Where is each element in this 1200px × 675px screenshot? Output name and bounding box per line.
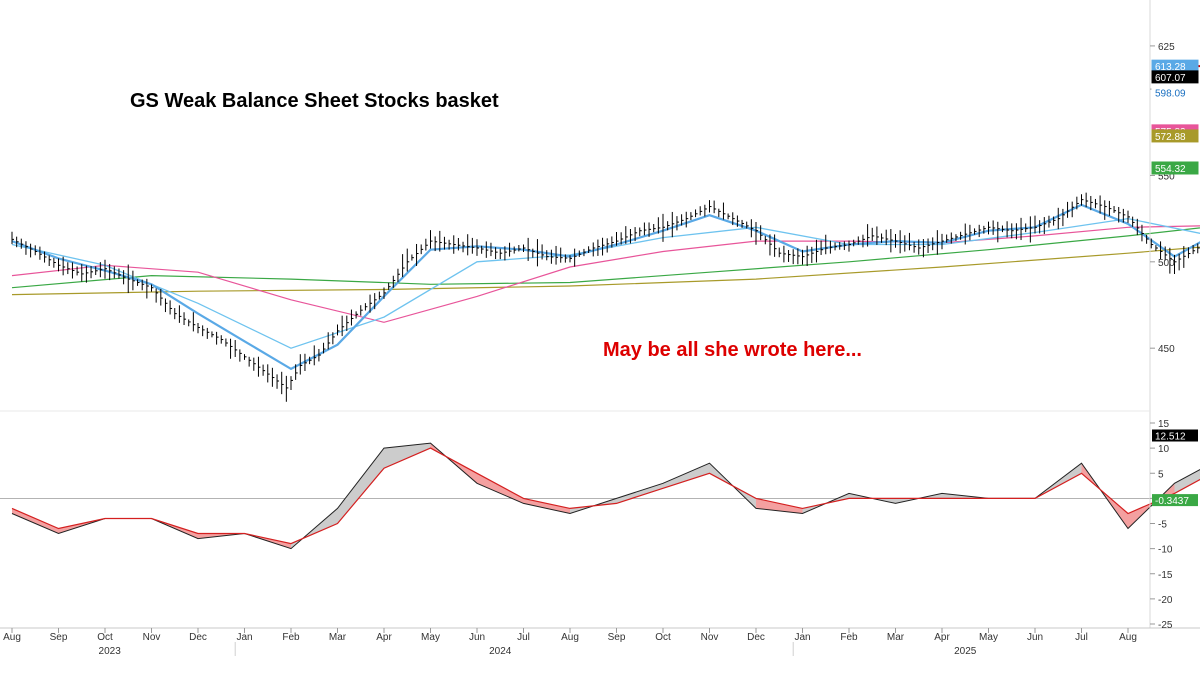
- osc-y-tick-label: -20: [1158, 595, 1173, 606]
- x-month-label: Mar: [329, 632, 347, 643]
- ema-fast-line: [11, 203, 1200, 371]
- x-month-label: Jul: [517, 632, 530, 643]
- price-panel: [11, 65, 1200, 402]
- x-month-label: Aug: [1119, 632, 1137, 643]
- price-y-tick-label: 550: [1158, 171, 1175, 182]
- price-tag-label: 613.28: [1155, 62, 1186, 73]
- x-month-label: Feb: [840, 632, 858, 643]
- x-month-label: Oct: [97, 632, 113, 643]
- x-month-label: Jan: [794, 632, 810, 643]
- axes: 450500550600625151050-5-10-15-20-25AugSe…: [0, 0, 1200, 657]
- price-y-tick-label: 500: [1158, 258, 1175, 269]
- osc-fill-band: [477, 473, 524, 504]
- price-tag-box: [1151, 85, 1199, 99]
- osc-fill-band: [756, 498, 803, 514]
- x-month-label: Nov: [701, 632, 719, 643]
- x-month-label: Sep: [50, 632, 68, 643]
- osc-y-tick-label: -25: [1158, 620, 1173, 631]
- osc-fill-band: [1174, 469, 1200, 494]
- ma-green-line: [11, 227, 1200, 289]
- x-month-label: Jul: [1075, 632, 1088, 643]
- x-month-label: Aug: [561, 632, 579, 643]
- osc-tag-label: 12.512: [1155, 432, 1186, 443]
- osc-y-tick-label: -15: [1158, 570, 1173, 581]
- x-month-label: May: [979, 632, 998, 643]
- osc-y-tick-label: -5: [1158, 520, 1167, 531]
- osc-slow-line: [11, 447, 1200, 545]
- price-y-tick-label: 625: [1158, 42, 1175, 53]
- x-year-label: 2024: [489, 646, 512, 657]
- price-tag-box: [1151, 70, 1199, 84]
- x-month-label: Oct: [655, 632, 671, 643]
- x-month-label: Dec: [747, 632, 765, 643]
- osc-fill-band: [384, 443, 431, 469]
- osc-fast-line: [11, 442, 1200, 550]
- x-year-label: 2025: [954, 646, 977, 657]
- osc-fill-band: [523, 498, 570, 514]
- chart-title: GS Weak Balance Sheet Stocks basket: [130, 90, 499, 112]
- x-year-label: 2023: [99, 646, 122, 657]
- x-month-label: Nov: [143, 632, 161, 643]
- price-tag-label: 607.07: [1155, 73, 1186, 84]
- price-tag-label: 554.32: [1155, 164, 1186, 175]
- x-month-label: Jan: [236, 632, 252, 643]
- x-month-label: May: [421, 632, 440, 643]
- x-month-label: Aug: [3, 632, 21, 643]
- osc-tag-box: [1152, 494, 1198, 507]
- price-tag-box: [1151, 129, 1199, 143]
- price-y-tick-label: 450: [1158, 344, 1175, 355]
- x-month-label: Jun: [1027, 632, 1043, 643]
- osc-y-tick-label: 15: [1158, 419, 1170, 430]
- osc-fill-band: [616, 483, 663, 504]
- osc-fill-band: [337, 448, 384, 524]
- x-month-label: Sep: [608, 632, 626, 643]
- osc-fill-band: [663, 463, 710, 489]
- ma-pink-line: [11, 225, 1200, 323]
- ma-olive-line: [11, 246, 1200, 296]
- price-tag-box: [1151, 161, 1199, 175]
- osc-tag-box: [1152, 429, 1198, 442]
- x-month-label: Jun: [469, 632, 485, 643]
- osc-tag-label: -0.3437: [1155, 496, 1189, 507]
- osc-fill-band: [12, 508, 59, 534]
- chart-annotation: May be all she wrote here...: [603, 339, 862, 361]
- osc-y-tick-label: 10: [1158, 444, 1170, 455]
- x-month-label: Apr: [934, 632, 950, 643]
- price-tag-label: 572.88: [1155, 132, 1186, 143]
- x-month-label: Dec: [189, 632, 207, 643]
- oscillator-panel: [0, 442, 1200, 550]
- osc-y-tick-label: 5: [1158, 469, 1164, 480]
- price-tag-label: 598.09: [1155, 88, 1186, 99]
- x-month-label: Feb: [282, 632, 300, 643]
- osc-y-tick-label: -10: [1158, 545, 1173, 556]
- ema-mid-line: [11, 217, 1200, 349]
- x-month-label: Apr: [376, 632, 392, 643]
- x-month-label: Mar: [887, 632, 905, 643]
